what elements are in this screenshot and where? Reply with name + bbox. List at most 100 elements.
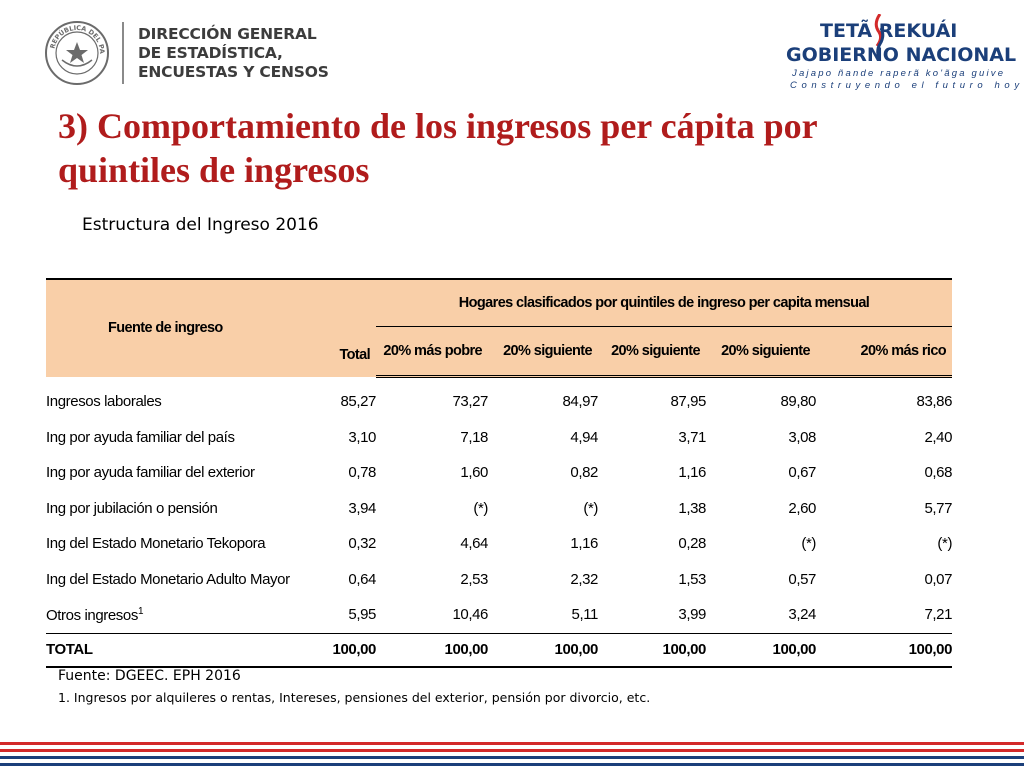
- table-cell: (*): [937, 535, 953, 553]
- table-row: Ing por ayuda familiar del país 3,10 7,18 4…: [46, 420, 952, 456]
- row-label: Ing del Estado Monetario Tekopora: [46, 526, 296, 562]
- table-row: Ingresos laborales 85,27 73,27 84,97 87,95 89…: [46, 377, 952, 420]
- total-label: TOTAL: [46, 632, 296, 668]
- row-label: Otros ingresos1: [46, 597, 296, 633]
- org-name-line: DE ESTADÍSTICA,: [138, 43, 283, 62]
- total-cell: 100,00: [488, 632, 598, 668]
- row-label-text: Ing por ayuda familiar del país: [46, 428, 235, 446]
- table-row: Ing del Estado Monetario Adulto Mayor 0,6…: [46, 562, 952, 598]
- table-header-row: Fuente de ingreso Total Hogares clasific…: [46, 278, 953, 377]
- table-cell: 0,64: [348, 570, 376, 588]
- footer-stripes: [0, 742, 1024, 766]
- header-quintile-2: 20% siguiente: [488, 326, 598, 378]
- table-cell: 1,60: [460, 464, 488, 482]
- table-cell: 4,64: [460, 535, 488, 553]
- table-row: Ing por ayuda familiar del exterior 0,78 1…: [46, 455, 952, 491]
- table-body: Ingresos laborales 85,27 73,27 84,97 87,95 89…: [46, 377, 952, 668]
- table-cell: 5,11: [571, 606, 599, 624]
- table-cell: 84,97: [562, 393, 598, 411]
- table-cell: 0,28: [678, 535, 706, 553]
- logo-divider: [122, 22, 124, 84]
- table-cell: 7,21: [924, 606, 953, 624]
- header-quintile-1: 20% más pobre: [376, 326, 488, 378]
- table-cell: 2,40: [924, 428, 953, 446]
- table-cell: 1,38: [678, 499, 706, 517]
- table-cell: 3,99: [678, 606, 706, 624]
- table-cell: 3,71: [678, 428, 706, 446]
- table-cell: 1,16: [678, 464, 706, 482]
- table-cell: 2,32: [570, 570, 598, 588]
- table-cell: 5,77: [924, 499, 953, 517]
- table-cell: 83,86: [916, 393, 953, 411]
- national-seal-icon: REPÚBLICA DEL PARAGUAY: [44, 20, 109, 85]
- dgeec-logo: REPÚBLICA DEL PARAGUAY DIRECCIÓN GENERAL…: [44, 20, 329, 86]
- table-cell: (*): [583, 499, 598, 517]
- table-cell: 85,27: [340, 392, 376, 410]
- table-cell: 1,53: [678, 570, 706, 588]
- header-quintile-5: 20% más rico: [816, 326, 953, 378]
- stripe-blue: [0, 756, 1024, 759]
- brand-line-2: GOBIERNO NACIONAL: [786, 44, 1017, 66]
- total-cell: 100,00: [706, 632, 816, 668]
- stripe-blue: [0, 763, 1024, 766]
- row-label: Ing por jubilación o pensión: [46, 491, 296, 527]
- table-cell: 3,24: [788, 606, 816, 624]
- table-row: Ing del Estado Monetario Tekopora 0,32 4,6…: [46, 526, 952, 562]
- row-label-text: Ingresos laborales: [46, 392, 162, 410]
- slide-title: 3) Comportamiento de los ingresos per cá…: [58, 106, 817, 190]
- row-label: Ing por ayuda familiar del país: [46, 420, 296, 456]
- header-quintile-group: Hogares clasificados por quintiles de in…: [376, 278, 953, 327]
- table-cell: 2,60: [788, 499, 816, 517]
- table-cell: 0,67: [788, 464, 816, 482]
- header-fuente-de-ingreso: Fuente de ingreso: [46, 278, 296, 377]
- stripe-red: [0, 749, 1024, 752]
- table-row: Ing por jubilación o pensión 3,94 (*) (*) 1,…: [46, 491, 952, 527]
- table-subtitle: Estructura del Ingreso 2016: [82, 215, 319, 235]
- table-cell: 5,95: [348, 606, 376, 624]
- table-cell: 1,16: [570, 535, 598, 553]
- row-label-text: Ing por jubilación o pensión: [46, 499, 218, 517]
- table-cell: 0,07: [924, 570, 953, 588]
- source-note: Fuente: DGEEC. EPH 2016: [58, 668, 241, 684]
- table-cell: 4,94: [570, 428, 598, 446]
- total-cell: 100,00: [816, 632, 952, 668]
- row-label: Ingresos laborales: [46, 377, 296, 420]
- table-cell: 0,57: [788, 570, 816, 588]
- footnote: 1. Ingresos por alquileres o rentas, Int…: [58, 690, 651, 705]
- table-cell: 2,53: [460, 570, 488, 588]
- table-cell: 3,08: [788, 428, 816, 446]
- brand-line-1: TETÃ REKUÁI: [820, 20, 958, 42]
- table-cell: 87,95: [670, 393, 706, 411]
- header-quintile-3: 20% siguiente: [598, 326, 706, 378]
- table-cell: 3,94: [348, 499, 376, 517]
- table-row: Otros ingresos1 5,95 10,46 5,11 3,99 3,24 7,21: [46, 597, 952, 633]
- org-name-line: DIRECCIÓN GENERAL: [138, 24, 317, 43]
- table-cell: 89,80: [780, 393, 816, 411]
- table-cell: 0,82: [570, 464, 598, 482]
- income-structure-table: Fuente de ingreso Total Hogares clasific…: [46, 278, 952, 668]
- table-cell: 7,18: [460, 428, 488, 446]
- table-cell: 3,10: [348, 428, 376, 446]
- total-cell: 100,00: [376, 632, 488, 668]
- table-cell: 73,27: [452, 393, 488, 411]
- table-cell: 0,68: [924, 464, 953, 482]
- row-label: Ing por ayuda familiar del exterior: [46, 455, 296, 491]
- total-cell: 100,00: [598, 632, 706, 668]
- total-cell: 100,00: [296, 632, 376, 668]
- table-cell: 10,46: [452, 606, 488, 624]
- table-cell: 0,78: [348, 464, 376, 482]
- header-total: Total: [296, 278, 376, 377]
- table-cell: 0,32: [348, 535, 376, 553]
- slogan-guarani: Jajapo ñande raperã ko'ãga guive: [792, 68, 1006, 79]
- total-row: TOTAL 100,00 100,00 100,00 100,00 100,00 100,0…: [46, 632, 952, 668]
- gobierno-nacional-logo: TETÃ REKUÁI GOBIERNO NACIONAL Jajapo ñan…: [786, 14, 1019, 91]
- row-label-text: Otros ingresos: [46, 606, 138, 624]
- header-quintile-4: 20% siguiente: [706, 326, 816, 378]
- row-label: Ing del Estado Monetario Adulto Mayor: [46, 562, 296, 598]
- slogan-spanish: Construyendo el futuro hoy: [790, 80, 1024, 91]
- footnote-marker: 1: [137, 605, 144, 617]
- table-cell: (*): [801, 535, 816, 553]
- row-label-text: Ing del Estado Monetario Adulto Mayor: [46, 570, 290, 588]
- org-name-line: ENCUESTAS Y CENSOS: [138, 62, 329, 81]
- row-label-text: Ing del Estado Monetario Tekopora: [46, 535, 266, 553]
